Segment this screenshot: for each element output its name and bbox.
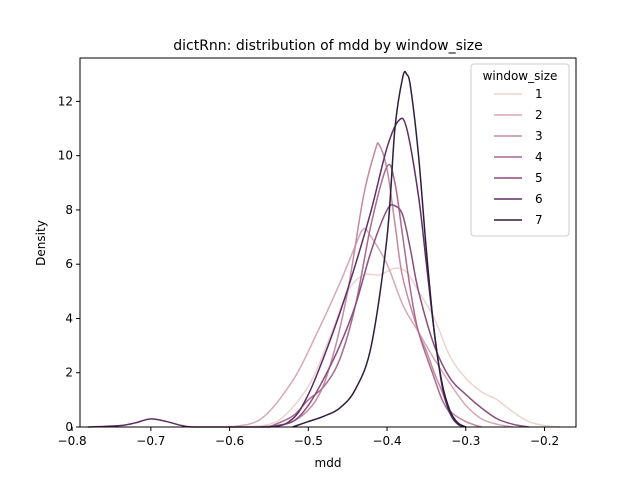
legend-label-3: 3 — [535, 129, 543, 143]
y-tick-label: 6 — [65, 257, 73, 271]
legend-label-7: 7 — [535, 213, 543, 227]
x-tick-label: −0.5 — [294, 434, 323, 448]
series-line-7 — [292, 70, 467, 428]
plot-frame — [79, 57, 577, 428]
legend-label-2: 2 — [535, 108, 543, 122]
x-tick-label: −0.3 — [451, 434, 480, 448]
y-tick-label: 4 — [65, 311, 73, 325]
legend-label-4: 4 — [535, 150, 543, 164]
y-axis-label: Density — [34, 220, 48, 266]
legend-label-5: 5 — [535, 171, 543, 185]
series-line-1 — [245, 267, 561, 428]
series-line-4 — [268, 163, 467, 428]
legend-box — [470, 63, 570, 237]
legend-label-6: 6 — [535, 192, 543, 206]
x-tick-label: −0.2 — [530, 434, 559, 448]
x-tick-label: −0.6 — [215, 434, 244, 448]
y-axis: 0 2 4 6 8 10 12 — [58, 94, 80, 434]
chart-title: dictRnn: distribution of mdd by window_s… — [173, 38, 483, 54]
y-tick-label: 12 — [58, 94, 73, 108]
x-axis-label: mdd — [315, 456, 342, 470]
legend-items: 1 2 3 4 5 6 7 — [494, 87, 543, 227]
legend-label-1: 1 — [535, 87, 543, 101]
series-line-6 — [87, 117, 467, 428]
y-tick-label: 8 — [65, 203, 73, 217]
x-tick-label: −0.4 — [372, 434, 401, 448]
plot-lines — [87, 70, 561, 428]
x-tick-label: −0.7 — [136, 434, 165, 448]
series-line-5 — [268, 204, 529, 428]
y-tick-label: 10 — [58, 149, 73, 163]
series-line-3 — [260, 142, 482, 428]
y-tick-label: 2 — [65, 366, 73, 380]
series-line-2 — [229, 227, 514, 428]
x-tick-label: −0.8 — [58, 434, 87, 448]
legend-title: window_size — [483, 69, 558, 83]
y-tick-label: 0 — [65, 420, 73, 434]
x-axis: −0.8 −0.7 −0.6 −0.5 −0.4 −0.3 −0.2 — [58, 427, 559, 448]
legend: window_size 1 2 3 4 5 6 7 — [470, 63, 570, 237]
